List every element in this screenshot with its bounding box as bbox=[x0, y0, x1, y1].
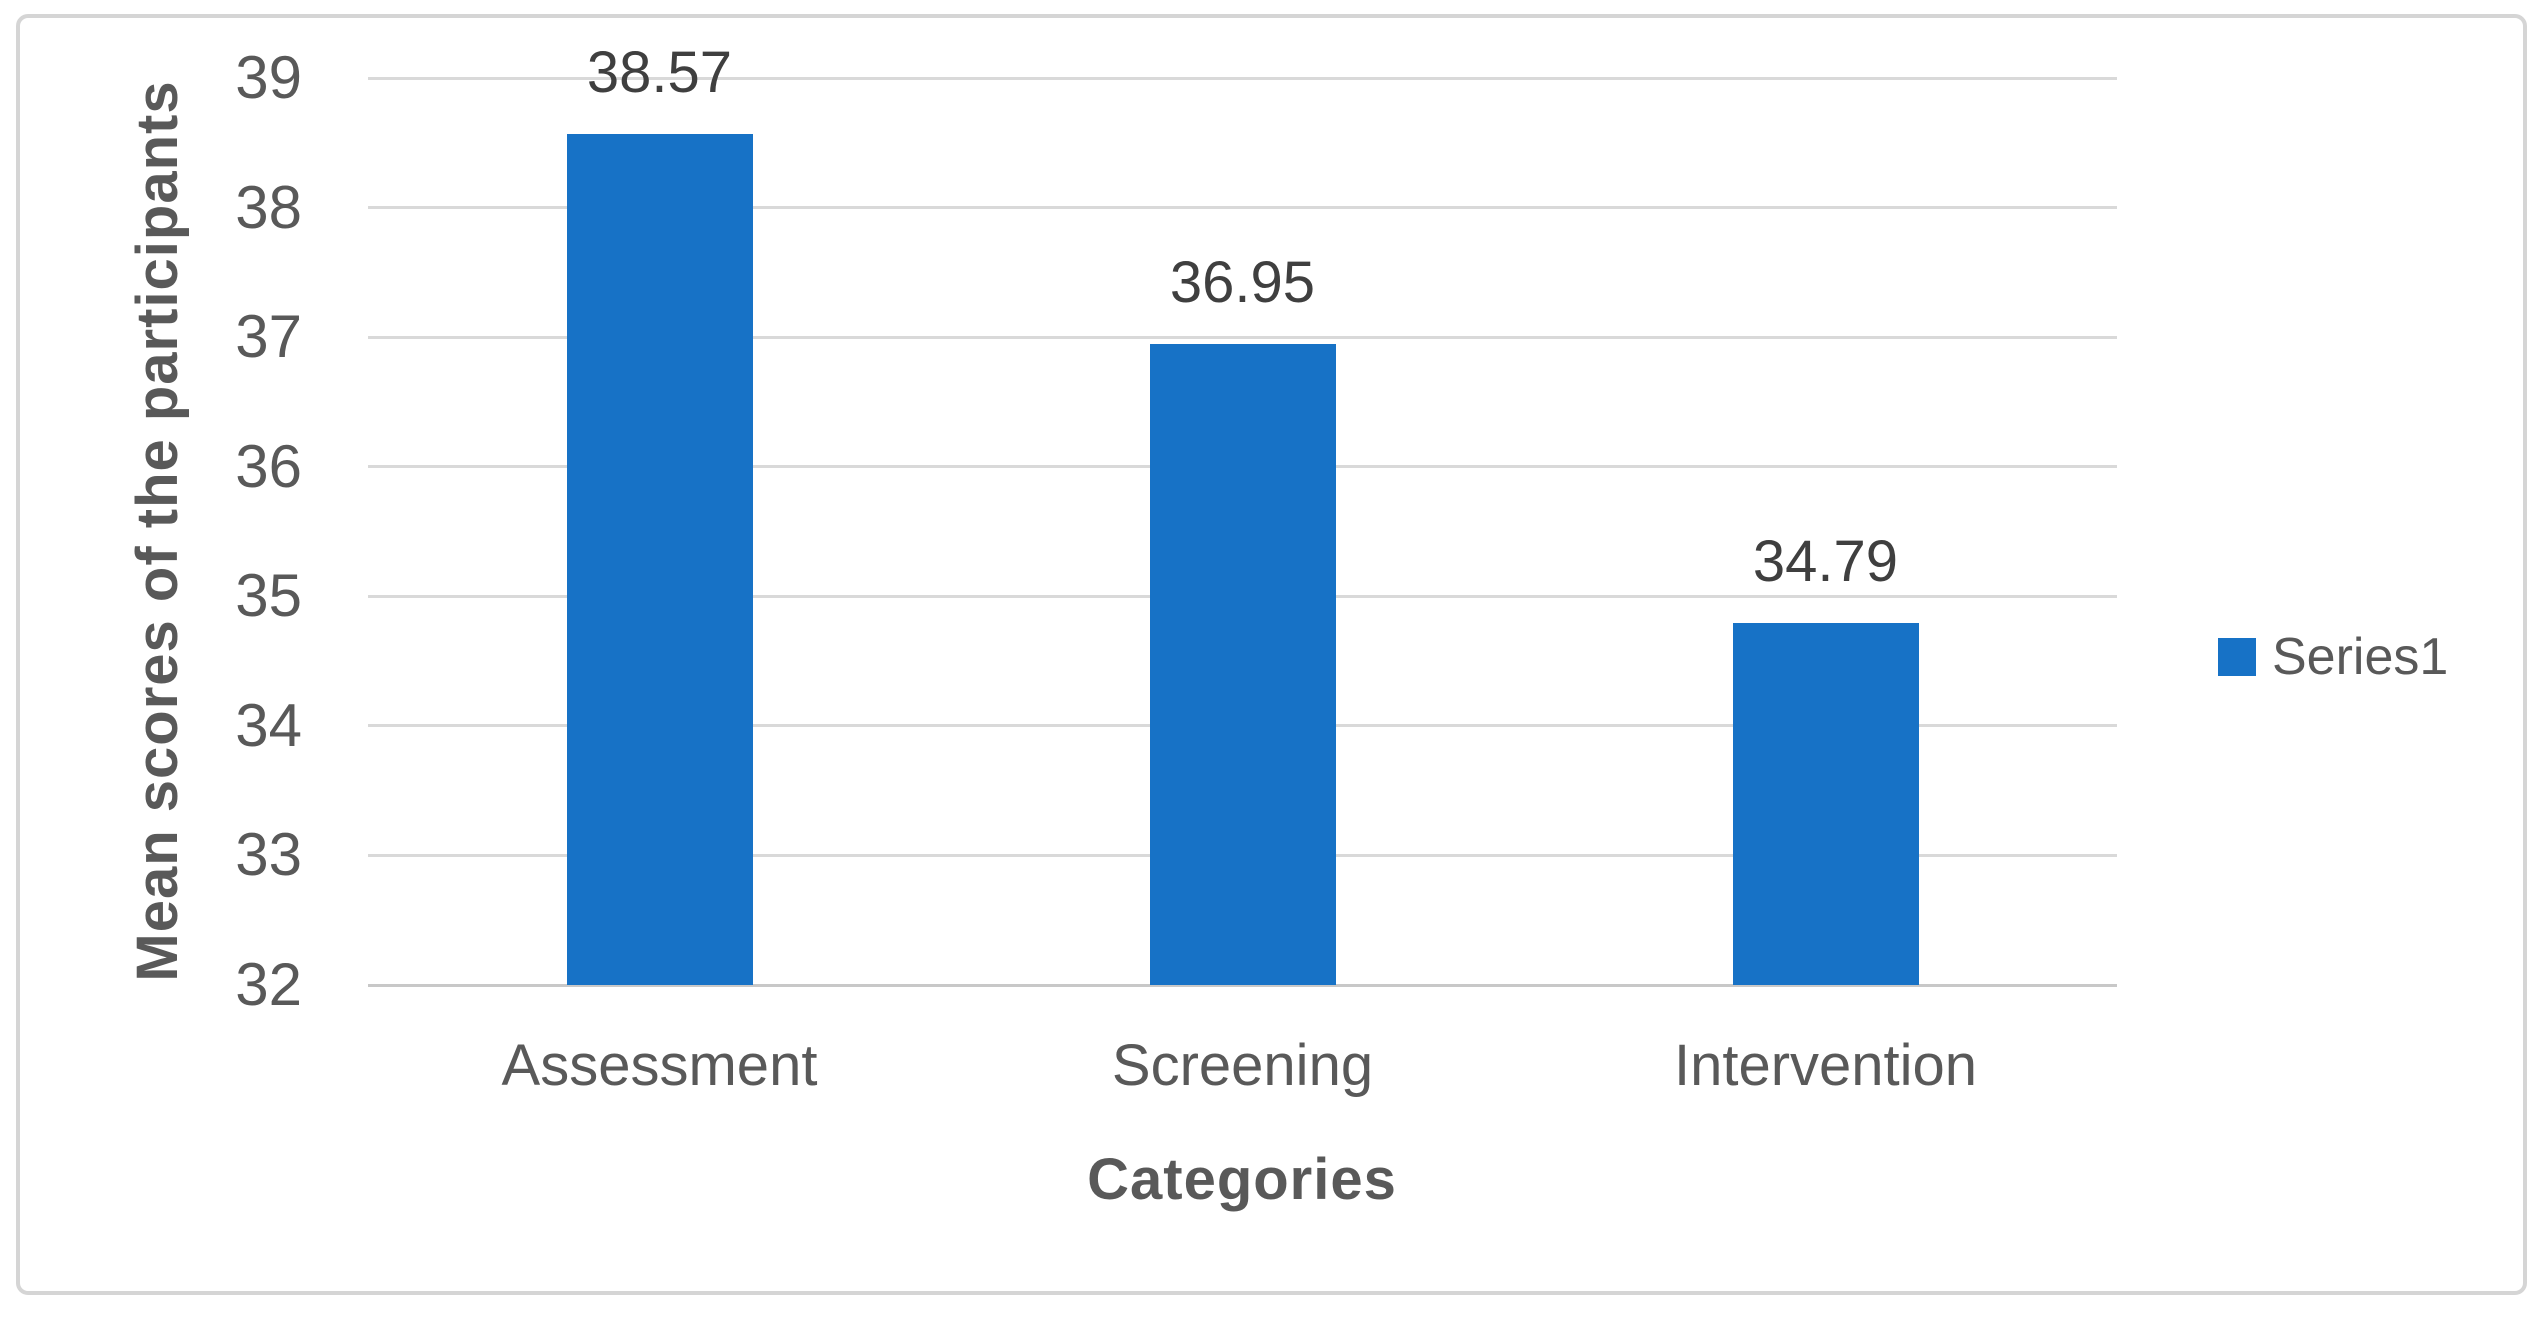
plot-area: 38.57 36.95 34.79 bbox=[368, 41, 2117, 987]
y-tick-label: 39 bbox=[235, 44, 302, 111]
legend-label: Series1 bbox=[2272, 628, 2449, 686]
bar bbox=[1732, 623, 1919, 985]
gridline bbox=[368, 76, 2117, 80]
x-axis-line bbox=[368, 983, 2117, 987]
category-label: Assessment bbox=[501, 1033, 818, 1098]
y-tick-label: 32 bbox=[235, 951, 302, 1018]
bar bbox=[566, 133, 753, 985]
x-axis-title: Categories bbox=[1087, 1147, 1397, 1212]
gridline bbox=[368, 335, 2117, 339]
y-tick-label: 34 bbox=[235, 691, 302, 759]
category-label: Screening bbox=[1111, 1033, 1374, 1098]
y-tick-label: 36 bbox=[235, 432, 302, 500]
bar-value-label: 38.57 bbox=[586, 39, 733, 105]
y-tick-label: 37 bbox=[235, 303, 302, 371]
bar bbox=[1149, 343, 1336, 985]
y-tick-label: 33 bbox=[235, 821, 302, 889]
y-tick-label: 38 bbox=[235, 173, 302, 241]
legend: Series1 bbox=[2218, 629, 2448, 685]
gridline bbox=[368, 206, 2117, 210]
y-tick-label: 35 bbox=[235, 562, 302, 630]
legend-marker-icon bbox=[2218, 638, 2256, 676]
category-label: Intervention bbox=[1673, 1033, 1978, 1098]
bar-value-label: 36.95 bbox=[1169, 249, 1316, 315]
bar-value-label: 34.79 bbox=[1752, 529, 1899, 595]
